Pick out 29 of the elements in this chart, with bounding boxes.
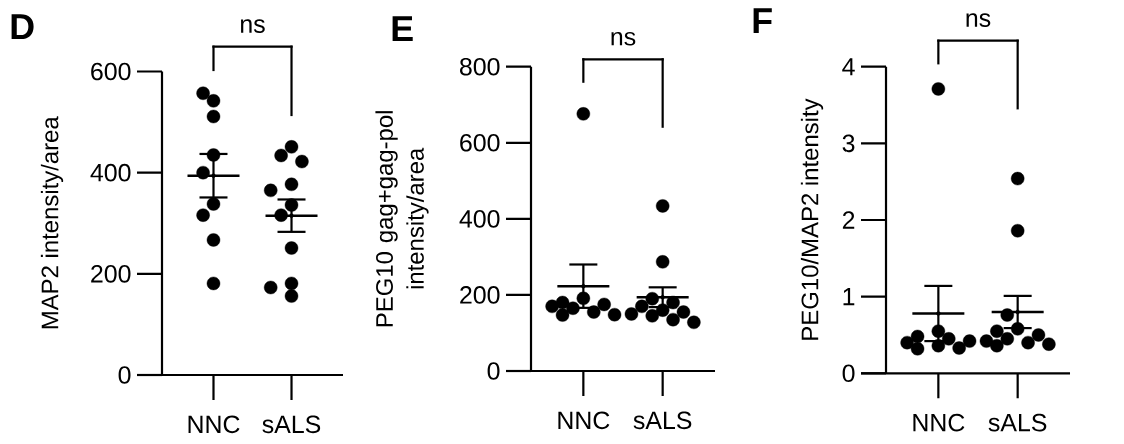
- x-tick-label: NNC: [913, 413, 965, 432]
- y-tick-label: 400: [90, 163, 131, 182]
- y-tick-label: 1: [843, 288, 855, 306]
- y-axis-title: PEG10/MAP2 intensity: [800, 98, 824, 340]
- y-tick-label: 3: [842, 134, 855, 153]
- x-tick-label: sALS: [633, 411, 692, 430]
- y-tick-label: 2: [842, 211, 855, 229]
- y-tick-label: 800: [460, 57, 500, 76]
- y-axis-title: MAP2 intensity/area: [40, 116, 64, 329]
- y-tick-label: 400: [459, 210, 500, 228]
- y-tick-label: 600: [460, 133, 500, 152]
- y-tick-label: 600: [91, 62, 131, 81]
- y-tick-label: 0: [118, 366, 131, 384]
- x-tick-label: NNC: [188, 415, 240, 434]
- y-tick-label: 200: [460, 286, 500, 304]
- text: ns: [241, 19, 265, 33]
- x-tick-label: NNC: [558, 411, 610, 430]
- x-tick-label: sALS: [262, 415, 321, 434]
- chart-title: D: [11, 14, 34, 40]
- chart-title: F: [753, 8, 772, 34]
- y-tick-label: 200: [91, 265, 131, 283]
- x-tick-label: sALS: [988, 413, 1047, 432]
- text: ns: [611, 31, 636, 46]
- y-tick-label: 0: [842, 364, 855, 383]
- y-tick-label: 0: [487, 362, 500, 380]
- chart-title: E: [392, 16, 413, 42]
- text: ns: [966, 13, 991, 27]
- y-tick-label: 4: [842, 58, 855, 76]
- y-axis-title: PEG10 gag+gag-pol intensity/area: [375, 111, 429, 327]
